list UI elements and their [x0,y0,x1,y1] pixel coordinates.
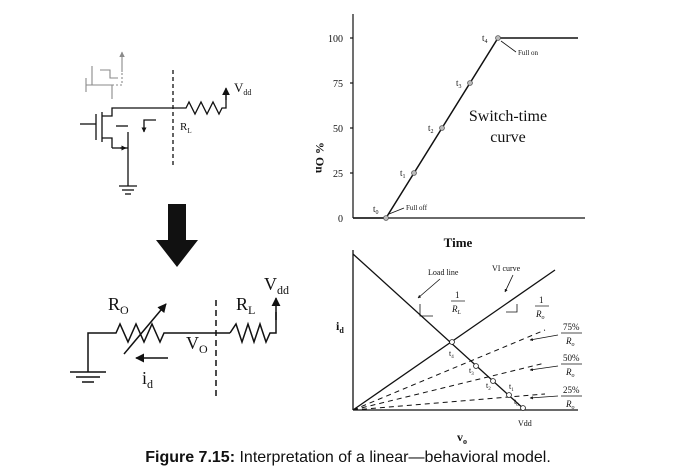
slope-ro-num: 1 [539,295,544,305]
switch-ytick-75: 75 [333,79,343,90]
slope-triangle-ro [506,304,518,313]
vi-curve-label: VI curve [492,264,521,273]
point-label-t4: t4 [482,33,488,45]
caption-label: Figure 7.15: [145,449,236,466]
full-on-leader [500,40,517,53]
slope-ro-den: Ro [535,309,545,321]
mosfet-symbol [80,107,172,186]
ro-variable-arrow [123,303,167,355]
vi-curve-pointer [504,274,514,293]
vi-point-t2 [490,378,496,384]
top-current-arrow [141,119,156,133]
slope-triangle-rl [419,304,433,317]
ro-label: RO [108,294,129,317]
pct-50-den: Ro [565,367,575,379]
id-label: id [142,368,153,391]
vi-xlabel: vo [457,430,467,446]
load-line-label: Load line [428,268,459,277]
vi-label-t4: t4 [449,349,454,360]
pct-25-den: Ro [565,399,575,411]
pct-25-label: 25% [563,385,580,395]
caption-text: Interpretation of a linear—behavioral mo… [235,449,551,466]
vi-chart: t4 t3 t2 t1 t0 id vo Load line VI curve … [336,250,582,446]
point-t2 [439,125,445,131]
ro-variable-resistor [106,322,230,344]
top-ground-symbol [119,185,137,195]
top-rl-label: RL [180,121,192,135]
top-circuit [80,51,230,195]
point-label-t3: t3 [456,78,462,90]
pct50-pointer [529,365,559,372]
point-label-t2: t2 [428,123,434,135]
switch-ytick-25: 25 [333,169,343,180]
switch-y-ticks [350,37,353,174]
point-t0 [383,215,389,221]
bottom-circuit [70,297,281,398]
pct-50-label: 50% [563,353,580,363]
slope-rl-num: 1 [455,290,460,300]
vi-curve-50 [352,362,546,411]
pct-75-label: 75% [563,322,580,332]
load-line-pointer [417,278,441,299]
bottom-rl-resistor [229,312,277,345]
vi-curve-75 [352,329,546,411]
top-rl-resistor [172,92,227,116]
switch-ytick-50: 50 [333,124,343,135]
full-off-leader [388,207,405,215]
point-t4 [495,35,501,41]
curve-label-line1: Switch-time [469,108,547,125]
vi-label-t2: t2 [486,381,491,392]
vi-label-t1: t1 [509,382,514,393]
figure-svg: Vdd RL RO RL Vdd VO id 100 [70,14,585,446]
curve-label-line2: curve [490,129,526,146]
vi-point-t4 [449,339,455,345]
vi-point-t0 [520,405,526,411]
vi-curve-full-on [352,269,556,411]
vdd-axis-label: Vdd [518,419,532,428]
bottom-rl-label: RL [236,294,255,317]
faded-switch-device [85,51,125,99]
pct75-pointer [529,334,559,342]
point-label-t1: t1 [400,168,406,180]
full-off-label: Full off [406,204,428,212]
switch-ytick-0: 0 [338,214,343,225]
point-t3 [467,80,473,86]
switch-time-curve [353,37,578,219]
switch-xlabel: Time [444,235,473,250]
full-on-label: Full on [518,49,539,57]
switch-ytick-100: 100 [328,34,343,45]
figure-caption: Figure 7.15: Interpretation of a linear—… [0,449,696,467]
ground-wire [87,332,106,372]
slope-rl-den: RL [451,304,462,316]
vi-ylabel: id [336,319,344,335]
point-label-t0: t0 [373,204,379,216]
bottom-vdd-label: Vdd [264,274,289,297]
load-line [352,253,526,411]
switch-time-chart: 100 75 50 25 0 % On Time Switch-time cur… [313,14,585,250]
vi-point-t3 [473,363,479,369]
pct25-pointer [529,395,559,400]
vi-label-t3: t3 [469,366,474,377]
vi-point-t1 [506,392,512,398]
point-t1 [411,170,417,176]
top-vdd-label: Vdd [234,80,251,97]
pct-75-den: Ro [565,336,575,348]
bottom-ground-symbol [70,371,106,383]
switch-ylabel: % On [313,142,327,173]
transform-arrow-down [156,204,198,267]
vi-label-t0: t0 [514,397,519,408]
vo-label: VO [186,333,208,356]
